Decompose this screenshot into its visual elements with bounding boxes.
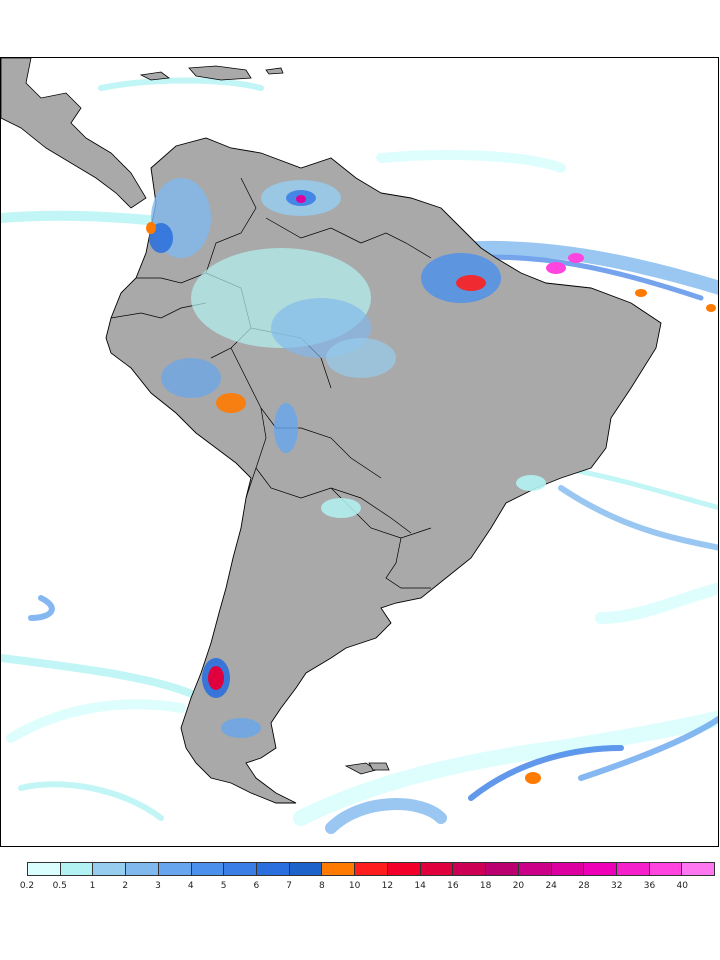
legend-swatch bbox=[322, 863, 356, 875]
legend-tick-label: 10 bbox=[348, 881, 361, 891]
legend-swatch bbox=[257, 863, 290, 875]
legend-swatch bbox=[60, 863, 94, 875]
legend-tick-label: 8 bbox=[318, 881, 325, 891]
legend-tick-label: 3 bbox=[155, 881, 161, 891]
legend-tick-label: 40 bbox=[676, 881, 688, 891]
legend-swatch bbox=[126, 863, 159, 875]
legend-tick-label: 14 bbox=[414, 881, 426, 891]
precipitation-map bbox=[0, 57, 719, 847]
legend-tick-label: 24 bbox=[545, 881, 557, 891]
legend-swatch bbox=[453, 863, 487, 875]
legend-tick-label: 2 bbox=[122, 881, 129, 891]
map-canvas bbox=[1, 58, 718, 834]
falkland-islands bbox=[344, 762, 390, 775]
legend-tick-label: 5 bbox=[220, 881, 227, 891]
legend-swatch bbox=[682, 863, 715, 875]
legend-swatch bbox=[486, 863, 519, 875]
legend-tick-label: 7 bbox=[286, 881, 292, 891]
legend-tick-label: 18 bbox=[479, 881, 492, 891]
legend-swatch bbox=[28, 863, 61, 875]
legend-swatch bbox=[224, 863, 258, 875]
legend-swatch bbox=[355, 863, 388, 875]
legend-tick-label: 16 bbox=[447, 881, 459, 891]
legend-swatch bbox=[387, 863, 421, 875]
legend-tick-label: 28 bbox=[578, 881, 590, 891]
legend-tick-label: 0.5 bbox=[52, 881, 67, 891]
legend-swatch bbox=[93, 863, 127, 875]
legend-tick-label: 0.2 bbox=[19, 881, 35, 891]
legend-tick-label: 32 bbox=[610, 881, 623, 891]
legend-tick-label: 4 bbox=[187, 881, 194, 891]
legend-swatch bbox=[518, 863, 552, 875]
legend-swatch bbox=[649, 863, 683, 875]
caribbean-islands bbox=[139, 65, 284, 81]
legend-tick-label: 12 bbox=[381, 881, 394, 891]
legend-tick-label: 6 bbox=[253, 881, 260, 891]
legend-swatch bbox=[420, 863, 454, 875]
legend-swatch bbox=[616, 863, 650, 875]
precip-legend: 0.2 0.5 1 2 3 4 5 6 7 8 10 12 14 16 18 20 24 28 32 36 40 bbox=[20, 862, 715, 902]
legend-colorbar bbox=[27, 862, 715, 876]
continent bbox=[1, 58, 662, 804]
legend-swatch bbox=[191, 863, 225, 875]
legend-tick-label: 1 bbox=[89, 881, 96, 891]
legend-tick-label: 20 bbox=[512, 881, 525, 891]
central-america-land bbox=[1, 58, 147, 209]
legend-swatch bbox=[584, 863, 617, 875]
legend-swatch bbox=[158, 863, 192, 875]
legend-swatch bbox=[551, 863, 585, 875]
ocean-storm-cores bbox=[525, 289, 716, 784]
land-precip-patches bbox=[146, 178, 584, 738]
legend-tick-label: 36 bbox=[643, 881, 656, 891]
legend-tick-labels: 0.2 0.5 1 2 3 4 5 6 7 8 10 12 14 16 18 20 24 28 32 36 40 bbox=[20, 881, 715, 895]
legend-swatch bbox=[289, 863, 323, 875]
